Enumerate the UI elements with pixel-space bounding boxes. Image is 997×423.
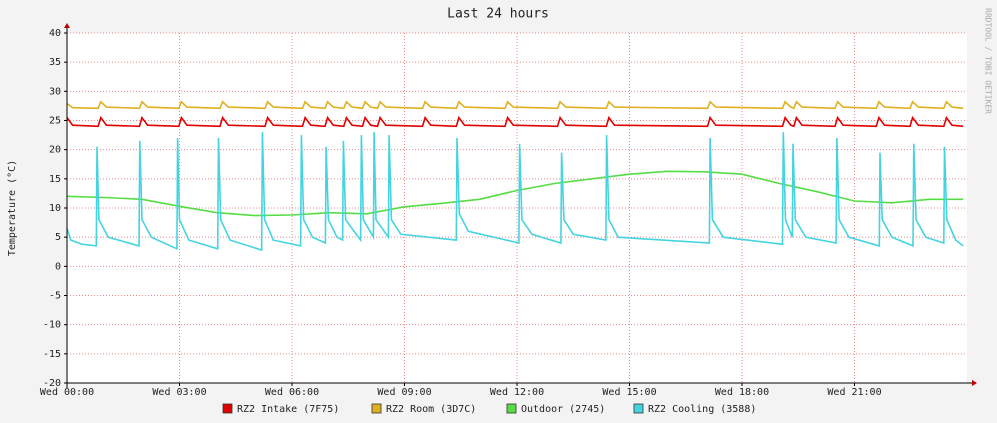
legend-swatch: [371, 403, 382, 414]
grid: [66, 32, 967, 384]
legend-label: RZ2 Cooling (3588): [648, 404, 756, 415]
y-tick-label: -5: [49, 291, 61, 302]
y-tick-label: 35: [49, 57, 61, 68]
x-tick-label: Wed 15:00: [602, 387, 656, 398]
legend-label: RZ2 Room (3D7C): [386, 404, 476, 415]
y-tick-label: 5: [55, 232, 61, 243]
x-tick-label: Wed 21:00: [827, 387, 881, 398]
y-tick-label: 30: [49, 86, 61, 97]
legend: RZ2 Intake (7F75) RZ2 Room (3D7C) Outdoor …: [222, 403, 756, 415]
watermark: RRDTOOL / TOBI OETIKER: [984, 8, 993, 114]
y-tick-label: 15: [49, 174, 61, 185]
x-arrow: [972, 380, 977, 386]
x-tick-label: Wed 03:00: [152, 387, 206, 398]
y-axis-label: Temperature (°C): [7, 160, 18, 256]
x-tick-label: Wed 00:00: [40, 387, 94, 398]
x-tick-label: Wed 12:00: [490, 387, 544, 398]
x-tick-label: Wed 06:00: [265, 387, 319, 398]
legend-label: Outdoor (2745): [521, 404, 605, 415]
y-tick-label: 25: [49, 116, 61, 127]
x-tick-label: Wed 18:00: [715, 387, 769, 398]
y-tick-label: -10: [43, 320, 61, 331]
chart-title: Last 24 hours: [447, 7, 549, 22]
y-tick-label: 0: [55, 261, 61, 272]
legend-swatch: [633, 403, 644, 414]
y-tick-label: -15: [43, 349, 61, 360]
y-tick-label: -20: [43, 378, 61, 389]
y-tick-label: 40: [49, 28, 61, 39]
legend-label: RZ2 Intake (7F75): [237, 404, 339, 415]
y-arrow: [64, 23, 70, 28]
y-tick-label: 20: [49, 145, 61, 156]
series-line: [66, 100, 964, 110]
legend-swatch: [222, 403, 233, 414]
series-line: [66, 132, 964, 252]
legend-swatch: [506, 403, 517, 414]
series-line: [66, 115, 964, 128]
y-tick-label: 10: [49, 203, 61, 214]
lines: [66, 100, 964, 252]
x-tick-label: Wed 09:00: [377, 387, 431, 398]
series-line: [66, 170, 964, 217]
